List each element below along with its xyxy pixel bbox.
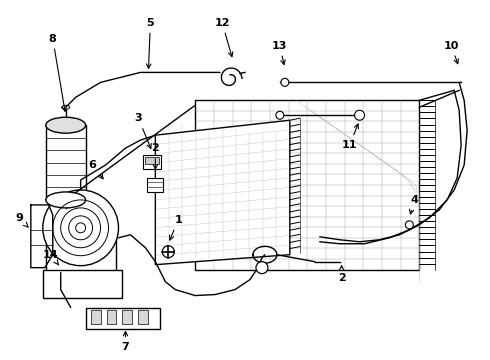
Text: 9: 9 <box>15 213 28 227</box>
Ellipse shape <box>46 192 86 208</box>
Text: 11: 11 <box>342 124 359 150</box>
Circle shape <box>256 262 268 274</box>
Text: 4: 4 <box>410 195 418 214</box>
Text: 3: 3 <box>135 113 151 148</box>
Bar <box>122 310 132 324</box>
Bar <box>144 155 161 169</box>
Bar <box>147 178 163 192</box>
Circle shape <box>43 190 119 266</box>
Bar <box>106 310 117 324</box>
Text: 2: 2 <box>151 143 159 169</box>
Polygon shape <box>155 120 290 265</box>
Text: 7: 7 <box>122 332 129 352</box>
Bar <box>43 270 122 298</box>
Text: 2: 2 <box>338 266 345 283</box>
Text: 14: 14 <box>43 250 59 265</box>
Text: 10: 10 <box>443 41 459 64</box>
Circle shape <box>162 246 174 258</box>
Circle shape <box>281 78 289 86</box>
Bar <box>146 157 159 164</box>
Ellipse shape <box>46 117 86 133</box>
Bar <box>195 100 419 270</box>
Bar <box>91 310 100 324</box>
Text: 8: 8 <box>49 33 67 111</box>
Text: 5: 5 <box>147 18 154 68</box>
Bar <box>46 125 86 200</box>
Text: 13: 13 <box>272 41 288 64</box>
Bar <box>138 310 148 324</box>
Text: 6: 6 <box>89 160 103 179</box>
Circle shape <box>355 110 365 120</box>
Bar <box>86 307 160 329</box>
Circle shape <box>276 111 284 119</box>
Ellipse shape <box>62 105 70 109</box>
Text: 1: 1 <box>170 215 182 240</box>
Bar <box>46 233 116 275</box>
Circle shape <box>405 221 414 229</box>
Text: 12: 12 <box>214 18 233 57</box>
